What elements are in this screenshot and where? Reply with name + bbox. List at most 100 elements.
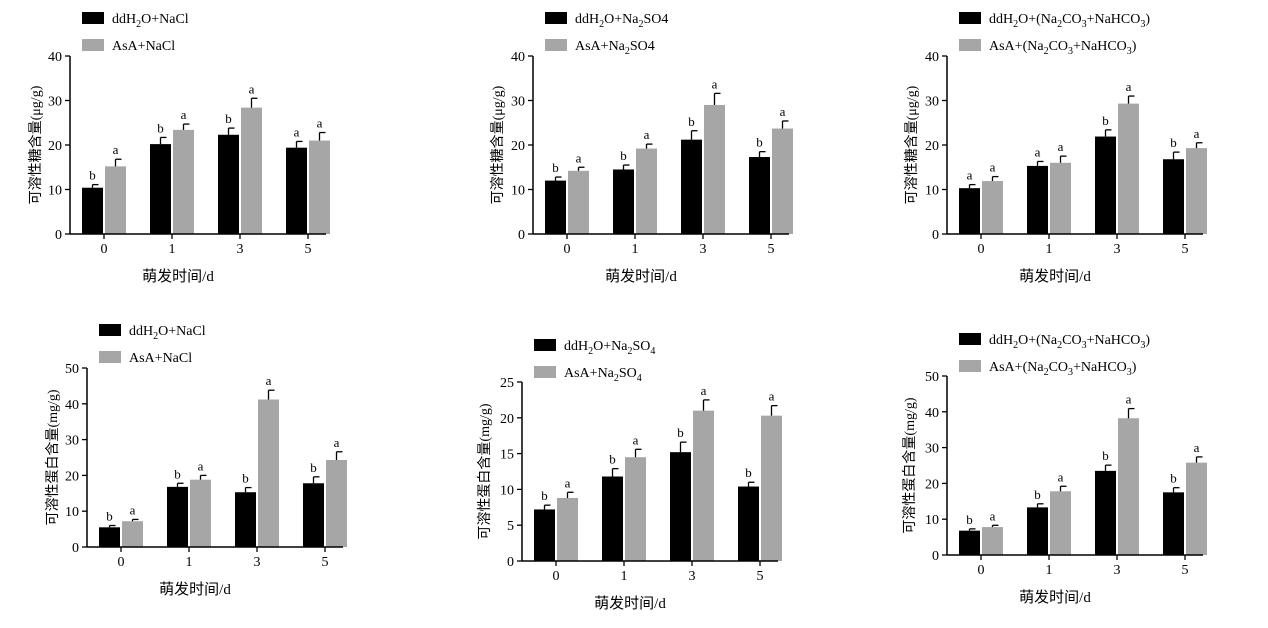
significance-label: a [644,127,650,142]
legend-label: ddH2O+(Na2CO3+NaHCO3) [989,12,1150,30]
x-tick-label: 1 [186,555,193,570]
y-axis-label: 可溶性糖含量(μg/g) [28,85,44,204]
bar [309,140,330,234]
bar [982,181,1003,234]
significance-label: a [565,475,571,490]
y-tick-label: 40 [925,406,939,421]
significance-label: a [1194,440,1200,455]
y-tick-label: 40 [48,50,62,65]
significance-label: b [1034,487,1041,502]
x-axis-label: 萌发时间/d [159,581,231,598]
legend-label: ddH2O+Na2SO4 [575,12,668,30]
chart-panel-1: b a 0 b a 1 b a 3 a a 5 0 10 20 30 40 萌发时间/d 可溶性糖含量(μg/g) d… [28,12,330,285]
y-tick-label: 10 [925,513,939,528]
significance-label: a [1058,469,1064,484]
significance-label: b [541,488,548,503]
y-tick-label: 20 [511,139,525,154]
y-tick-label: 20 [500,412,514,427]
bar [1118,103,1139,235]
y-tick-label: 10 [65,505,79,520]
x-tick-label: 0 [553,569,560,584]
y-tick-label: 40 [925,50,939,65]
significance-label: a [249,81,255,96]
bar [1095,136,1116,234]
bar [99,527,120,547]
significance-label: b [677,425,684,440]
legend-swatch [82,12,104,24]
x-tick-label: 0 [564,242,571,257]
legend-label: ddH2O+NaCl [112,12,189,30]
x-axis-label: 萌发时间/d [605,268,677,285]
significance-label: a [769,389,775,404]
y-axis-label: 可溶性蛋白含量(mg/g) [477,403,493,539]
significance-label: b [1102,448,1109,463]
significance-label: a [181,107,187,122]
y-tick-label: 0 [72,541,79,556]
bar [173,129,194,234]
significance-label: a [317,116,323,131]
significance-label: b [688,114,695,129]
significance-label: a [113,142,119,157]
legend-swatch [534,339,556,351]
y-tick-label: 10 [500,483,514,498]
significance-label: a [1126,392,1132,407]
significance-label: b [310,460,317,475]
bar [959,188,980,234]
y-tick-label: 30 [925,95,939,110]
x-tick-label: 3 [237,242,244,257]
x-tick-label: 5 [305,242,312,257]
bar [704,104,725,234]
x-tick-label: 5 [768,242,775,257]
legend-swatch [82,39,104,51]
x-tick-label: 1 [169,242,176,257]
x-tick-label: 0 [978,242,985,257]
legend-label: AsA+Na2SO4 [564,366,642,384]
chart-panel-4: b a0ba1ba3ba501020304050萌发时间/d可溶性蛋白含量(mg/… [45,324,347,598]
y-tick-label: 20 [48,139,62,154]
significance-label: a [1126,79,1132,94]
significance-label: a [967,168,973,183]
significance-label: a [1058,139,1064,154]
legend-label: AsA+NaCl [112,39,175,54]
significance-label: b [1170,135,1177,150]
x-tick-label: 1 [1046,242,1053,257]
bar [1186,462,1207,555]
significance-label: a [633,432,639,447]
chart-panel-3: a a 0 a a 1 b a 3 b a 5 0 10 20 30 40 萌发时间/d 可溶性糖含量(μg/g) d… [904,12,1207,285]
bar [150,144,171,234]
y-tick-label: 0 [932,549,939,564]
significance-label: a [701,383,707,398]
bar [1163,492,1184,555]
y-tick-label: 25 [500,376,514,391]
significance-label: b [552,160,559,175]
significance-label: a [130,502,136,517]
y-axis-label: 可溶性糖含量(μg/g) [490,85,506,204]
bar [167,486,188,547]
bar [545,180,566,234]
legend-label: AsA+NaCl [129,351,192,366]
bar [1027,507,1048,555]
y-tick-label: 40 [511,50,525,65]
y-axis-label: 可溶性蛋白含量(mg/g) [902,397,918,533]
bar [241,107,262,234]
bar [82,187,103,234]
bar [681,139,702,234]
y-tick-label: 30 [511,95,525,110]
bar [749,157,770,234]
bar [761,415,782,561]
x-axis-label: 萌发时间/d [142,268,214,285]
y-tick-label: 50 [65,362,79,377]
bar [218,134,239,234]
bar [303,483,324,547]
significance-label: a [334,435,340,450]
bar [122,521,143,547]
significance-label: b [174,466,181,481]
legend-swatch [534,366,556,378]
legend-label: AsA+(Na2CO3+NaHCO3) [989,39,1137,57]
significance-label: b [745,465,752,480]
legend-label: AsA+Na2SO4 [575,39,655,57]
x-tick-label: 1 [632,242,639,257]
significance-label: b [620,148,627,163]
bar [258,399,279,547]
y-axis-label: 可溶性糖含量(μg/g) [904,85,920,204]
